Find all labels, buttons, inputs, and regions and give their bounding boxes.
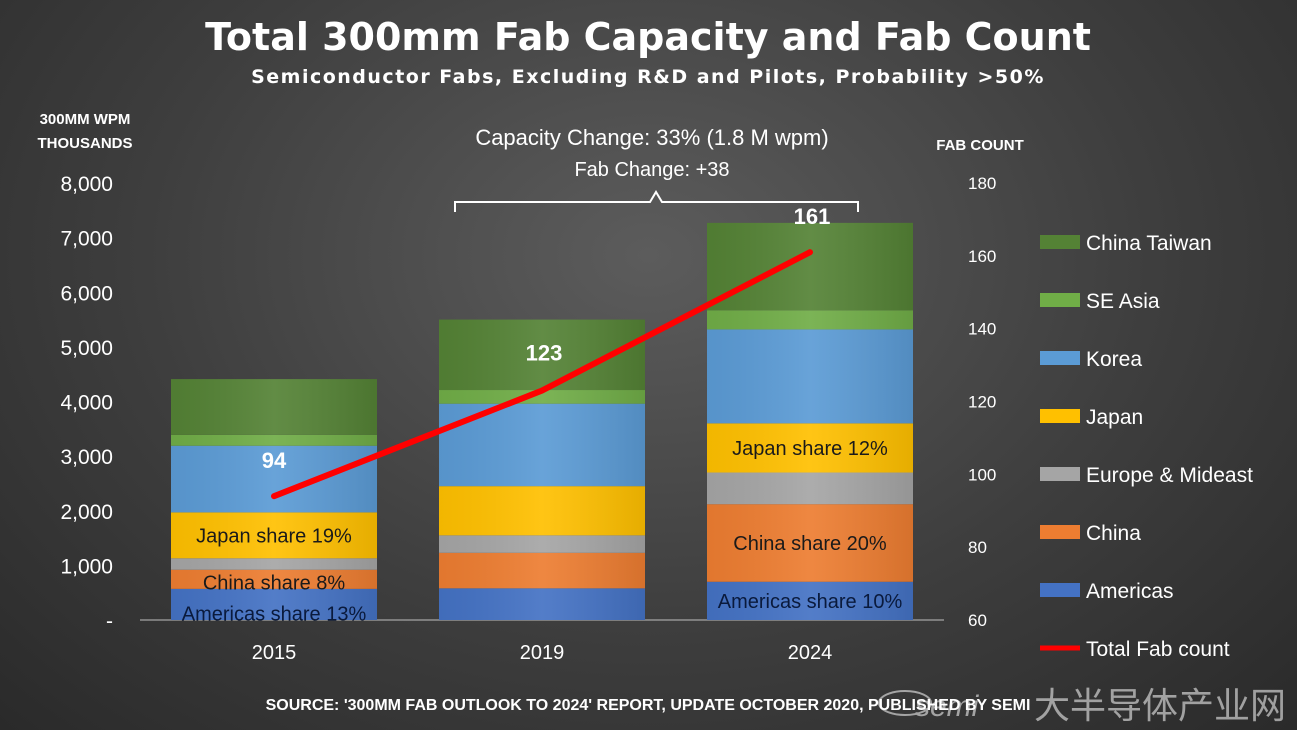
fab-count-line <box>271 249 813 500</box>
semi-watermark-text: semi <box>915 690 980 723</box>
legend-label-korea: Korea <box>1086 348 1142 371</box>
fab-count-label: 94 <box>262 448 287 473</box>
bar-shading-china-taiwan-2015 <box>171 379 377 435</box>
y2-tick-label: 160 <box>968 247 996 266</box>
legend-label-total-fab-count: Total Fab count <box>1086 638 1230 661</box>
legend-swatch-korea <box>1040 351 1080 365</box>
fab-change-annotation: Fab Change: +38 <box>574 159 729 181</box>
y2-tick-label: 100 <box>968 465 996 484</box>
bar-shading-korea-2024 <box>707 329 913 424</box>
bar-share-label: Americas share 13% <box>182 603 367 625</box>
legend-swatch-se-asia <box>1040 293 1080 307</box>
legend-label-china-taiwan: China Taiwan <box>1086 232 1212 255</box>
bar-shading-americas-2019 <box>439 588 645 620</box>
bar-shading-europe-mideast-2024 <box>707 472 913 505</box>
bar-shading-china-2015 <box>171 569 377 589</box>
bar-share-label: Japan share 19% <box>196 525 352 547</box>
y-tick-label: 3,000 <box>60 446 113 469</box>
bar-shading-china-taiwan-2024 <box>707 222 913 311</box>
y2-tick-label: 80 <box>968 538 987 557</box>
chart-subtitle: Semiconductor Fabs, Excluding R&D and Pi… <box>251 66 1045 88</box>
y2-axis-label: FAB COUNT <box>936 137 1024 154</box>
bar-shading-se-asia-2019 <box>439 390 645 404</box>
y-tick-label: 8,000 <box>60 173 113 196</box>
y-tick-label: 7,000 <box>60 228 113 251</box>
bar-shading-japan-2024 <box>707 423 913 473</box>
legend-label-europe-mideast: Europe & Mideast <box>1086 464 1253 487</box>
capacity-change-annotation: Capacity Change: 33% (1.8 M wpm) <box>475 125 828 150</box>
bar-shading-europe-mideast-2015 <box>171 558 377 570</box>
semi-logo-icon <box>878 690 932 716</box>
x-tick-label: 2024 <box>788 642 833 664</box>
y-tick-label: 5,000 <box>60 337 113 360</box>
bar-share-label: Japan share 12% <box>732 438 888 460</box>
y-tick-label: 6,000 <box>60 282 113 305</box>
bar-share-label: Americas share 10% <box>718 591 903 613</box>
bar-share-label: China share 8% <box>203 572 346 594</box>
bar-share-label: China share 20% <box>733 533 887 555</box>
y-axis-label-line1: 300MM WPM <box>40 111 131 128</box>
y2-tick-label: 60 <box>968 611 987 630</box>
y-axis-label-line2: THOUSANDS <box>37 135 132 152</box>
bar-shading-korea-2015 <box>171 445 377 513</box>
bar-shading-china-2019 <box>439 552 645 589</box>
source-note: SOURCE: '300MM FAB OUTLOOK TO 2024' REPO… <box>266 697 1031 714</box>
fab-count-label: 123 <box>526 341 563 366</box>
bar-shading-se-asia-2024 <box>707 310 913 330</box>
bar-shading-japan-2019 <box>439 486 645 536</box>
x-tick-label: 2019 <box>520 642 565 664</box>
fab-count-label: 161 <box>794 204 831 229</box>
legend-swatch-china <box>1040 525 1080 539</box>
bar-shading-americas-2024 <box>707 581 913 620</box>
y-tick-label: 4,000 <box>60 392 113 415</box>
legend-label-china: China <box>1086 522 1141 545</box>
bar-shading-japan-2015 <box>171 512 377 559</box>
legend-label-japan: Japan <box>1086 406 1143 429</box>
y2-tick-label: 120 <box>968 393 996 412</box>
bar-shading-china-2024 <box>707 504 913 582</box>
y-tick-label: - <box>106 610 113 633</box>
legend-swatch-japan <box>1040 409 1080 423</box>
y-tick-label: 2,000 <box>60 501 113 524</box>
chart-title: Total 300mm Fab Capacity and Fab Count <box>205 15 1091 59</box>
x-tick-label: 2015 <box>252 642 297 664</box>
legend-swatch-europe-mideast <box>1040 467 1080 481</box>
site-watermark: 大半导体产业网 <box>1034 685 1286 726</box>
bar-shading-se-asia-2015 <box>171 434 377 446</box>
y2-tick-label: 140 <box>968 320 996 339</box>
y-tick-label: 1,000 <box>60 555 113 578</box>
legend-swatch-americas <box>1040 583 1080 597</box>
semi-watermark: semi <box>878 690 980 723</box>
legend-label-americas: Americas <box>1086 580 1174 603</box>
y2-tick-label: 180 <box>968 174 996 193</box>
legend-swatch-china-taiwan <box>1040 235 1080 249</box>
legend-label-se-asia: SE Asia <box>1086 290 1160 313</box>
change-bracket <box>454 190 859 212</box>
bar-shading-europe-mideast-2019 <box>439 535 645 553</box>
bar-shading-americas-2015 <box>171 588 377 620</box>
